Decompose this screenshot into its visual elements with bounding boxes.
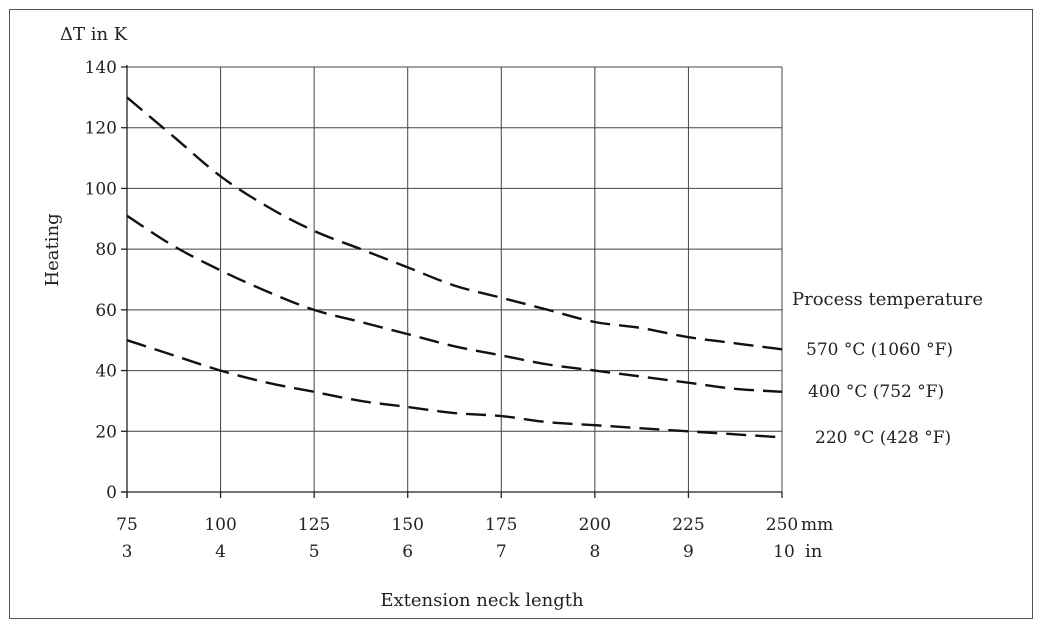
curve-220c — [126, 339, 783, 439]
y-tick-label-120: 120 — [85, 119, 117, 139]
y-tick-label-20: 20 — [95, 422, 117, 442]
x-unit-primary: mm — [801, 515, 833, 535]
y-tick-label-100: 100 — [85, 179, 117, 199]
x-tick-label-in-225: 9 — [683, 542, 694, 562]
y-tick-label-60: 60 — [95, 301, 117, 321]
legend-entry-220: 220 °C (428 °F) — [815, 428, 951, 448]
y-tick-label-80: 80 — [95, 240, 117, 260]
grid-lines — [127, 66, 783, 492]
x-tick-label-in-250: 10 — [773, 542, 795, 562]
x-axis-label: Extension neck length — [380, 590, 584, 611]
x-tick-label-mm-200: 200 — [579, 515, 611, 535]
curve-570c — [126, 96, 783, 351]
x-tick-label-mm-100: 100 — [204, 515, 236, 535]
x-tick-label-mm-125: 125 — [298, 515, 330, 535]
x-tick-label-in-75: 3 — [122, 542, 133, 562]
y-tick-label-40: 40 — [95, 362, 117, 382]
x-unit-secondary: in — [805, 541, 823, 562]
legend-title: Process temperature — [792, 289, 983, 310]
legend-entry-570: 570 °C (1060 °F) — [806, 340, 953, 360]
series-curves — [126, 96, 783, 439]
y-tick-label-140: 140 — [85, 58, 117, 78]
x-tick-label-mm-150: 150 — [391, 515, 423, 535]
tick-labels: 0 20 40 60 80 100 120 140 75 3 100 4 125 5 150 6 175 7 200… — [85, 58, 834, 562]
y-axis-label: Heating — [42, 213, 63, 286]
x-tick-label-in-200: 8 — [589, 542, 600, 562]
x-tick-label-mm-225: 225 — [672, 515, 704, 535]
x-tick-label-mm-175: 175 — [485, 515, 517, 535]
y-unit-label: ΔT in K — [60, 24, 128, 45]
axes — [121, 65, 783, 498]
y-tick-label-0: 0 — [106, 483, 117, 503]
chart-frame — [9, 9, 1033, 619]
curve-400c — [126, 214, 783, 393]
x-tick-label-in-175: 7 — [496, 542, 507, 562]
x-tick-label-in-100: 4 — [215, 542, 226, 562]
x-tick-label-mm-75: 75 — [116, 515, 138, 535]
x-tick-label-mm-250: 250 — [766, 515, 798, 535]
legend-entry-400: 400 °C (752 °F) — [808, 382, 944, 402]
x-tick-label-in-125: 5 — [309, 542, 320, 562]
x-tick-label-in-150: 6 — [402, 542, 413, 562]
